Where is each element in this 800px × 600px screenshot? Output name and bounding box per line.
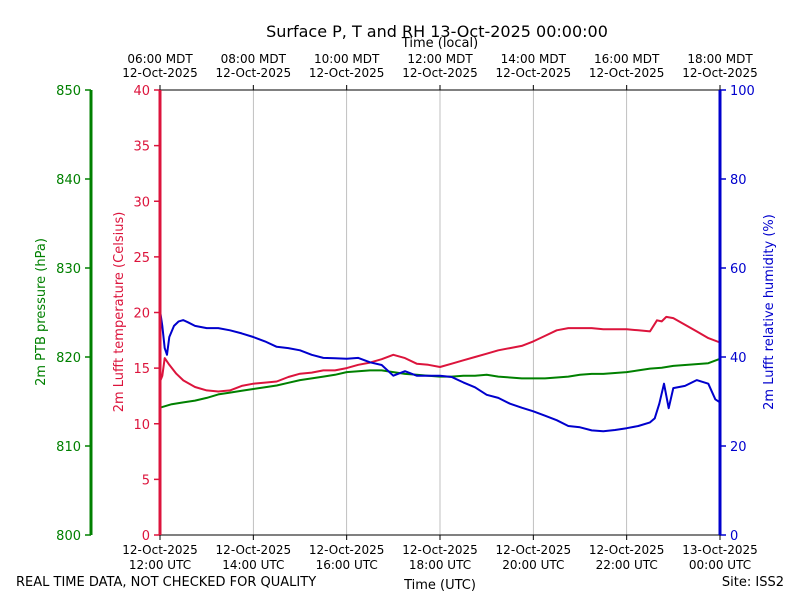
x-tick-label-date: 12-Oct-2025 xyxy=(496,543,572,557)
x-top-tick-label-time: 06:00 MDT xyxy=(127,52,193,66)
temperature-tick-label: 40 xyxy=(133,84,150,99)
x-tick-label-time: 16:00 UTC xyxy=(316,558,378,572)
x-top-tick-label-time: 16:00 MDT xyxy=(594,52,660,66)
humidity-tick-label: 100 xyxy=(730,84,755,99)
pressure-tick-label: 820 xyxy=(56,351,81,366)
x-top-tick-label-time: 18:00 MDT xyxy=(687,52,753,66)
pressure-tick-label: 810 xyxy=(56,440,81,455)
temperature-tick-label: 10 xyxy=(133,418,150,433)
x-top-tick-label-time: 10:00 MDT xyxy=(314,52,380,66)
x-top-tick-label-date: 12-Oct-2025 xyxy=(496,66,572,80)
x-top-tick-label-date: 12-Oct-2025 xyxy=(589,66,665,80)
humidity-tick-label: 0 xyxy=(730,529,738,544)
x-top-tick-label-date: 12-Oct-2025 xyxy=(402,66,478,80)
humidity-tick-label: 20 xyxy=(730,440,747,455)
chart-title: Surface P, T and RH 13-Oct-2025 00:00:00 xyxy=(266,22,608,41)
x-tick-label-time: 00:00 UTC xyxy=(689,558,751,572)
x-top-tick-label-date: 12-Oct-2025 xyxy=(122,66,198,80)
temperature-tick-label: 35 xyxy=(133,140,150,155)
x-tick-label-time: 14:00 UTC xyxy=(222,558,284,572)
top-axis-label: Time (local) xyxy=(401,36,478,51)
x-axis-label: Time (UTC) xyxy=(403,578,476,593)
pressure-tick-label: 840 xyxy=(56,173,81,188)
humidity-axis: 0 20 40 60 80 100 xyxy=(718,84,755,544)
x-tick-label-date: 12-Oct-2025 xyxy=(589,543,665,557)
x-tick-label-date: 12-Oct-2025 xyxy=(309,543,385,557)
x-tick-label-date: 12-Oct-2025 xyxy=(402,543,478,557)
humidity-axis-label: 2m Lufft relative humidity (%) xyxy=(762,214,777,410)
humidity-tick-label: 40 xyxy=(730,351,747,366)
x-top-tick-label-date: 12-Oct-2025 xyxy=(216,66,292,80)
temperature-tick-label: 20 xyxy=(133,307,150,322)
x-top-tick-label-time: 14:00 MDT xyxy=(501,52,567,66)
quality-disclaimer: REAL TIME DATA, NOT CHECKED FOR QUALITY xyxy=(16,575,317,590)
x-tick-label-date: 12-Oct-2025 xyxy=(216,543,292,557)
temperature-axis: 0 5 10 15 20 25 30 35 40 xyxy=(133,84,162,544)
x-tick-label-date: 12-Oct-2025 xyxy=(122,543,198,557)
x-top-tick-label-date: 12-Oct-2025 xyxy=(309,66,385,80)
humidity-tick-label: 60 xyxy=(730,262,747,277)
x-tick-label-time: 18:00 UTC xyxy=(409,558,471,572)
x-tick-label-time: 20:00 UTC xyxy=(502,558,564,572)
x-top-tick-label-time: 12:00 MDT xyxy=(407,52,473,66)
grid-lines xyxy=(252,90,628,535)
temperature-tick-label: 0 xyxy=(142,529,150,544)
humidity-series-line xyxy=(159,310,721,433)
x-tick-label-date: 13-Oct-2025 xyxy=(682,543,758,557)
pressure-axis: 800 810 820 830 840 850 xyxy=(56,84,93,544)
temperature-tick-label: 25 xyxy=(133,251,150,266)
temperature-tick-label: 30 xyxy=(133,195,150,210)
pressure-axis-label: 2m PTB pressure (hPa) xyxy=(34,238,49,386)
temperature-tick-label: 15 xyxy=(133,362,150,377)
humidity-tick-label: 80 xyxy=(730,173,747,188)
temperature-axis-label: 2m Lufft temperature (Celsius) xyxy=(112,212,127,413)
pressure-tick-label: 850 xyxy=(56,84,81,99)
x-top-tick-label-time: 08:00 MDT xyxy=(221,52,287,66)
series-layer xyxy=(159,310,721,433)
pressure-tick-label: 800 xyxy=(56,529,81,544)
x-top-tick-label-date: 12-Oct-2025 xyxy=(682,66,758,80)
x-tick-label-time: 22:00 UTC xyxy=(596,558,658,572)
x-tick-label-time: 12:00 UTC xyxy=(129,558,191,572)
temperature-tick-label: 5 xyxy=(142,473,150,488)
pressure-tick-label: 830 xyxy=(56,262,81,277)
temperature-series-line xyxy=(159,315,721,393)
site-label: Site: ISS2 xyxy=(721,575,784,590)
